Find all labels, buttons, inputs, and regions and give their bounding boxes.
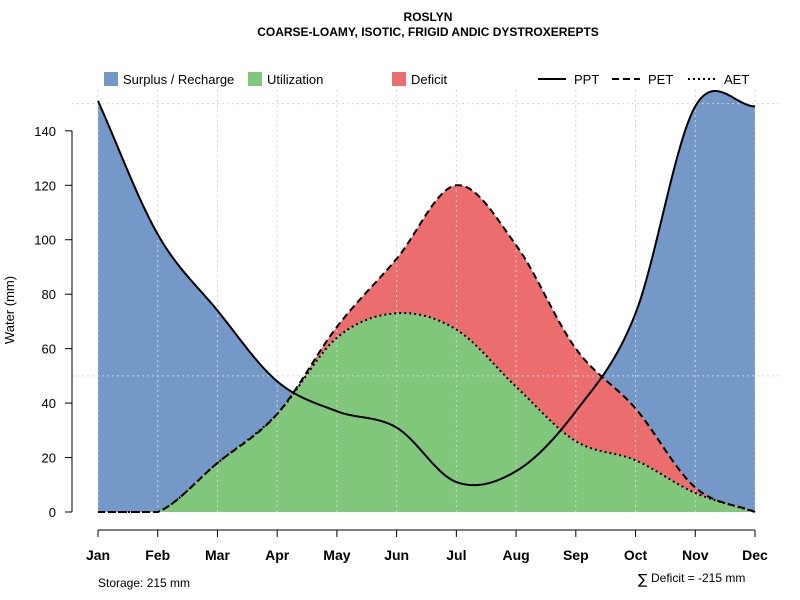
x-tick-label-jan: Jan <box>86 547 110 563</box>
series-line-pet <box>98 184 756 513</box>
sum-icon: ∑ <box>638 572 648 588</box>
x-tick-label-dec: Dec <box>742 547 768 563</box>
legend-label-surplus: Surplus / Recharge <box>123 72 234 87</box>
y-tick-label: 120 <box>34 178 56 193</box>
y-tick-label: 140 <box>34 124 56 139</box>
legend-swatch-surplus <box>104 72 118 86</box>
y-tick-label: 80 <box>42 287 56 302</box>
areas-layer <box>98 91 755 513</box>
y-tick-label: 0 <box>49 505 56 520</box>
legend-swatch-utilization <box>248 72 262 86</box>
y-tick-label: 100 <box>34 233 56 248</box>
x-tick-label-may: May <box>323 547 350 563</box>
y-tick-label: 40 <box>42 396 56 411</box>
y-axis-label: Water (mm) <box>2 276 17 344</box>
legend-label-deficit: Deficit <box>411 72 448 87</box>
x-tick-label-apr: Apr <box>265 547 290 563</box>
utilization-area <box>98 313 755 512</box>
x-tick-label-jul: Jul <box>446 547 466 563</box>
y-tick-label: 60 <box>42 342 56 357</box>
legend-label-aet: AET <box>724 72 749 87</box>
lines-layer <box>97 90 756 513</box>
x-tick-label-sep: Sep <box>563 547 589 563</box>
x-tick-label-feb: Feb <box>145 547 170 563</box>
legend-label-utilization: Utilization <box>267 72 323 87</box>
legend: Surplus / Recharge Utilization Deficit P… <box>104 72 749 87</box>
series-line-ppt <box>97 90 756 487</box>
legend-label-ppt: PPT <box>574 72 599 87</box>
grid-layer <box>72 90 782 512</box>
x-tick-label-nov: Nov <box>682 547 709 563</box>
axes-layer: 0 20 40 60 80 100 120 140 Jan Feb Mar Apr May Jun Jul A… <box>34 124 768 563</box>
x-tick-label-aug: Aug <box>502 547 529 563</box>
surplus-area <box>98 91 755 513</box>
x-tick-label-jun: Jun <box>384 547 409 563</box>
chart-subtitle: COARSE-LOAMY, ISOTIC, FRIGID ANDIC DYSTR… <box>257 25 599 39</box>
chart-title: ROSLYN <box>404 10 453 24</box>
x-tick-label-oct: Oct <box>624 547 648 563</box>
x-tick-label-mar: Mar <box>205 547 230 563</box>
deficit-note: Deficit = -215 mm <box>651 571 745 585</box>
deficit-area <box>98 185 755 512</box>
storage-note: Storage: 215 mm <box>98 576 190 590</box>
y-tick-label: 20 <box>42 451 56 466</box>
legend-label-pet: PET <box>648 72 673 87</box>
legend-swatch-deficit <box>392 72 406 86</box>
